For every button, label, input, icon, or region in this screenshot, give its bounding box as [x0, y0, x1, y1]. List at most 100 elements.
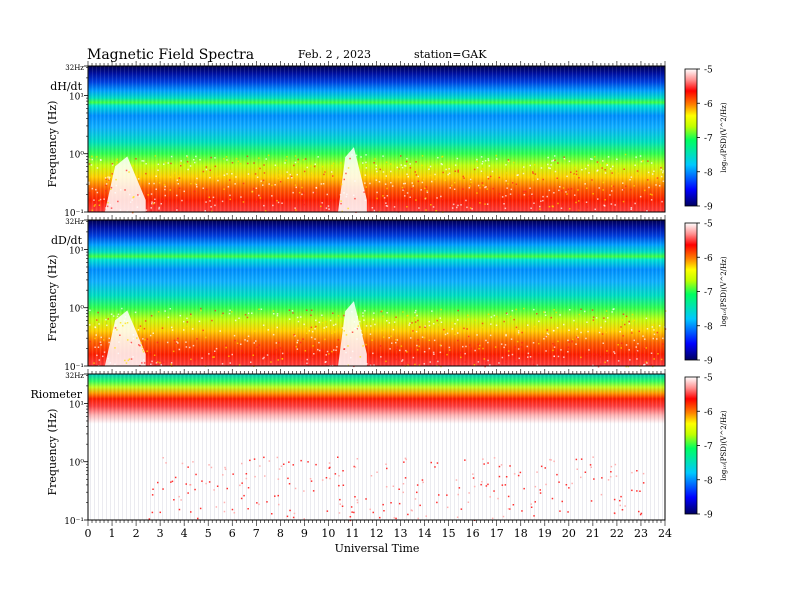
- noise-speck: [306, 332, 308, 334]
- noise-speck: [349, 516, 352, 518]
- noise-speck: [507, 159, 510, 161]
- noise-speck: [585, 201, 588, 203]
- noise-speck: [108, 341, 110, 344]
- noise-speck: [315, 463, 317, 466]
- noise-speck: [332, 324, 335, 326]
- noise-speck: [263, 164, 265, 166]
- noise-speck: [94, 326, 97, 329]
- noise-speck: [229, 309, 231, 312]
- noise-speck: [577, 189, 579, 191]
- noise-speck: [437, 156, 439, 159]
- noise-speck: [307, 330, 310, 332]
- noise-speck: [422, 481, 424, 484]
- noise-speck: [552, 329, 555, 332]
- noise-speck: [508, 160, 511, 162]
- noise-speck: [356, 501, 359, 504]
- noise-speck: [634, 202, 636, 205]
- noise-speck: [610, 471, 612, 473]
- noise-speck: [566, 175, 568, 178]
- noise-speck: [548, 189, 551, 192]
- noise-speck: [140, 342, 142, 344]
- noise-speck: [643, 347, 646, 350]
- noise-speck: [339, 503, 341, 505]
- noise-speck: [488, 165, 491, 167]
- noise-speck: [650, 363, 653, 366]
- noise-speck: [639, 490, 641, 492]
- noise-speck: [276, 326, 278, 329]
- noise-speck: [500, 343, 503, 345]
- noise-speck: [623, 189, 625, 191]
- noise-speck: [603, 317, 605, 319]
- noise-speck: [119, 334, 121, 336]
- noise-speck: [345, 170, 347, 173]
- noise-speck: [479, 202, 481, 204]
- noise-speck: [446, 506, 449, 509]
- noise-speck: [644, 363, 646, 366]
- noise-speck: [517, 348, 520, 350]
- noise-speck: [311, 330, 314, 333]
- noise-speck: [164, 188, 166, 191]
- noise-speck: [448, 168, 450, 170]
- noise-speck: [285, 159, 287, 161]
- noise-speck: [156, 361, 159, 363]
- noise-speck: [277, 494, 279, 497]
- noise-speck: [416, 314, 418, 317]
- noise-speck: [523, 307, 525, 310]
- noise-speck: [642, 472, 645, 475]
- noise-speck: [545, 335, 548, 338]
- x-tick-label: 7: [253, 527, 260, 540]
- noise-speck: [240, 196, 242, 198]
- noise-speck: [473, 485, 476, 488]
- noise-speck: [263, 172, 266, 174]
- noise-speck: [398, 502, 401, 505]
- noise-speck: [276, 313, 279, 315]
- noise-speck: [630, 188, 632, 191]
- y-axis-label: Frequency (Hz): [46, 255, 59, 342]
- colorbar-tick-label: -6: [704, 408, 713, 418]
- noise-speck: [651, 173, 654, 175]
- x-tick-label: 20: [562, 527, 576, 540]
- noise-speck: [187, 466, 189, 468]
- noise-speck: [414, 171, 416, 173]
- noise-speck: [253, 342, 255, 344]
- noise-speck: [495, 154, 497, 157]
- noise-speck: [304, 158, 307, 160]
- noise-speck: [176, 341, 178, 343]
- noise-speck: [662, 171, 664, 174]
- noise-speck: [421, 164, 423, 167]
- noise-speck: [547, 156, 549, 159]
- noise-speck: [213, 352, 215, 355]
- x-tick-label: 6: [229, 527, 236, 540]
- noise-speck: [505, 476, 508, 478]
- noise-speck: [628, 173, 630, 175]
- y-tick-label: 10⁰: [69, 459, 84, 469]
- noise-speck: [596, 170, 598, 172]
- noise-speck: [650, 199, 653, 201]
- noise-speck: [260, 308, 263, 310]
- noise-speck: [640, 512, 643, 515]
- noise-speck: [606, 360, 609, 362]
- noise-speck: [552, 159, 554, 162]
- noise-speck: [98, 204, 101, 206]
- noise-speck: [569, 208, 571, 210]
- noise-speck: [343, 348, 346, 350]
- noise-speck: [448, 349, 451, 351]
- noise-speck: [141, 362, 143, 364]
- noise-speck: [310, 309, 313, 311]
- noise-speck: [387, 324, 390, 326]
- noise-speck: [530, 506, 533, 508]
- noise-speck: [258, 308, 260, 310]
- noise-speck: [222, 312, 224, 315]
- noise-speck: [104, 321, 106, 323]
- noise-speck: [590, 500, 593, 502]
- noise-speck: [94, 204, 96, 206]
- noise-speck: [619, 499, 621, 502]
- noise-speck: [565, 191, 567, 193]
- noise-speck: [385, 205, 388, 207]
- noise-speck: [256, 346, 258, 348]
- noise-speck: [581, 169, 583, 171]
- noise-speck: [509, 465, 511, 467]
- noise-speck: [457, 169, 459, 172]
- noise-speck: [605, 310, 608, 312]
